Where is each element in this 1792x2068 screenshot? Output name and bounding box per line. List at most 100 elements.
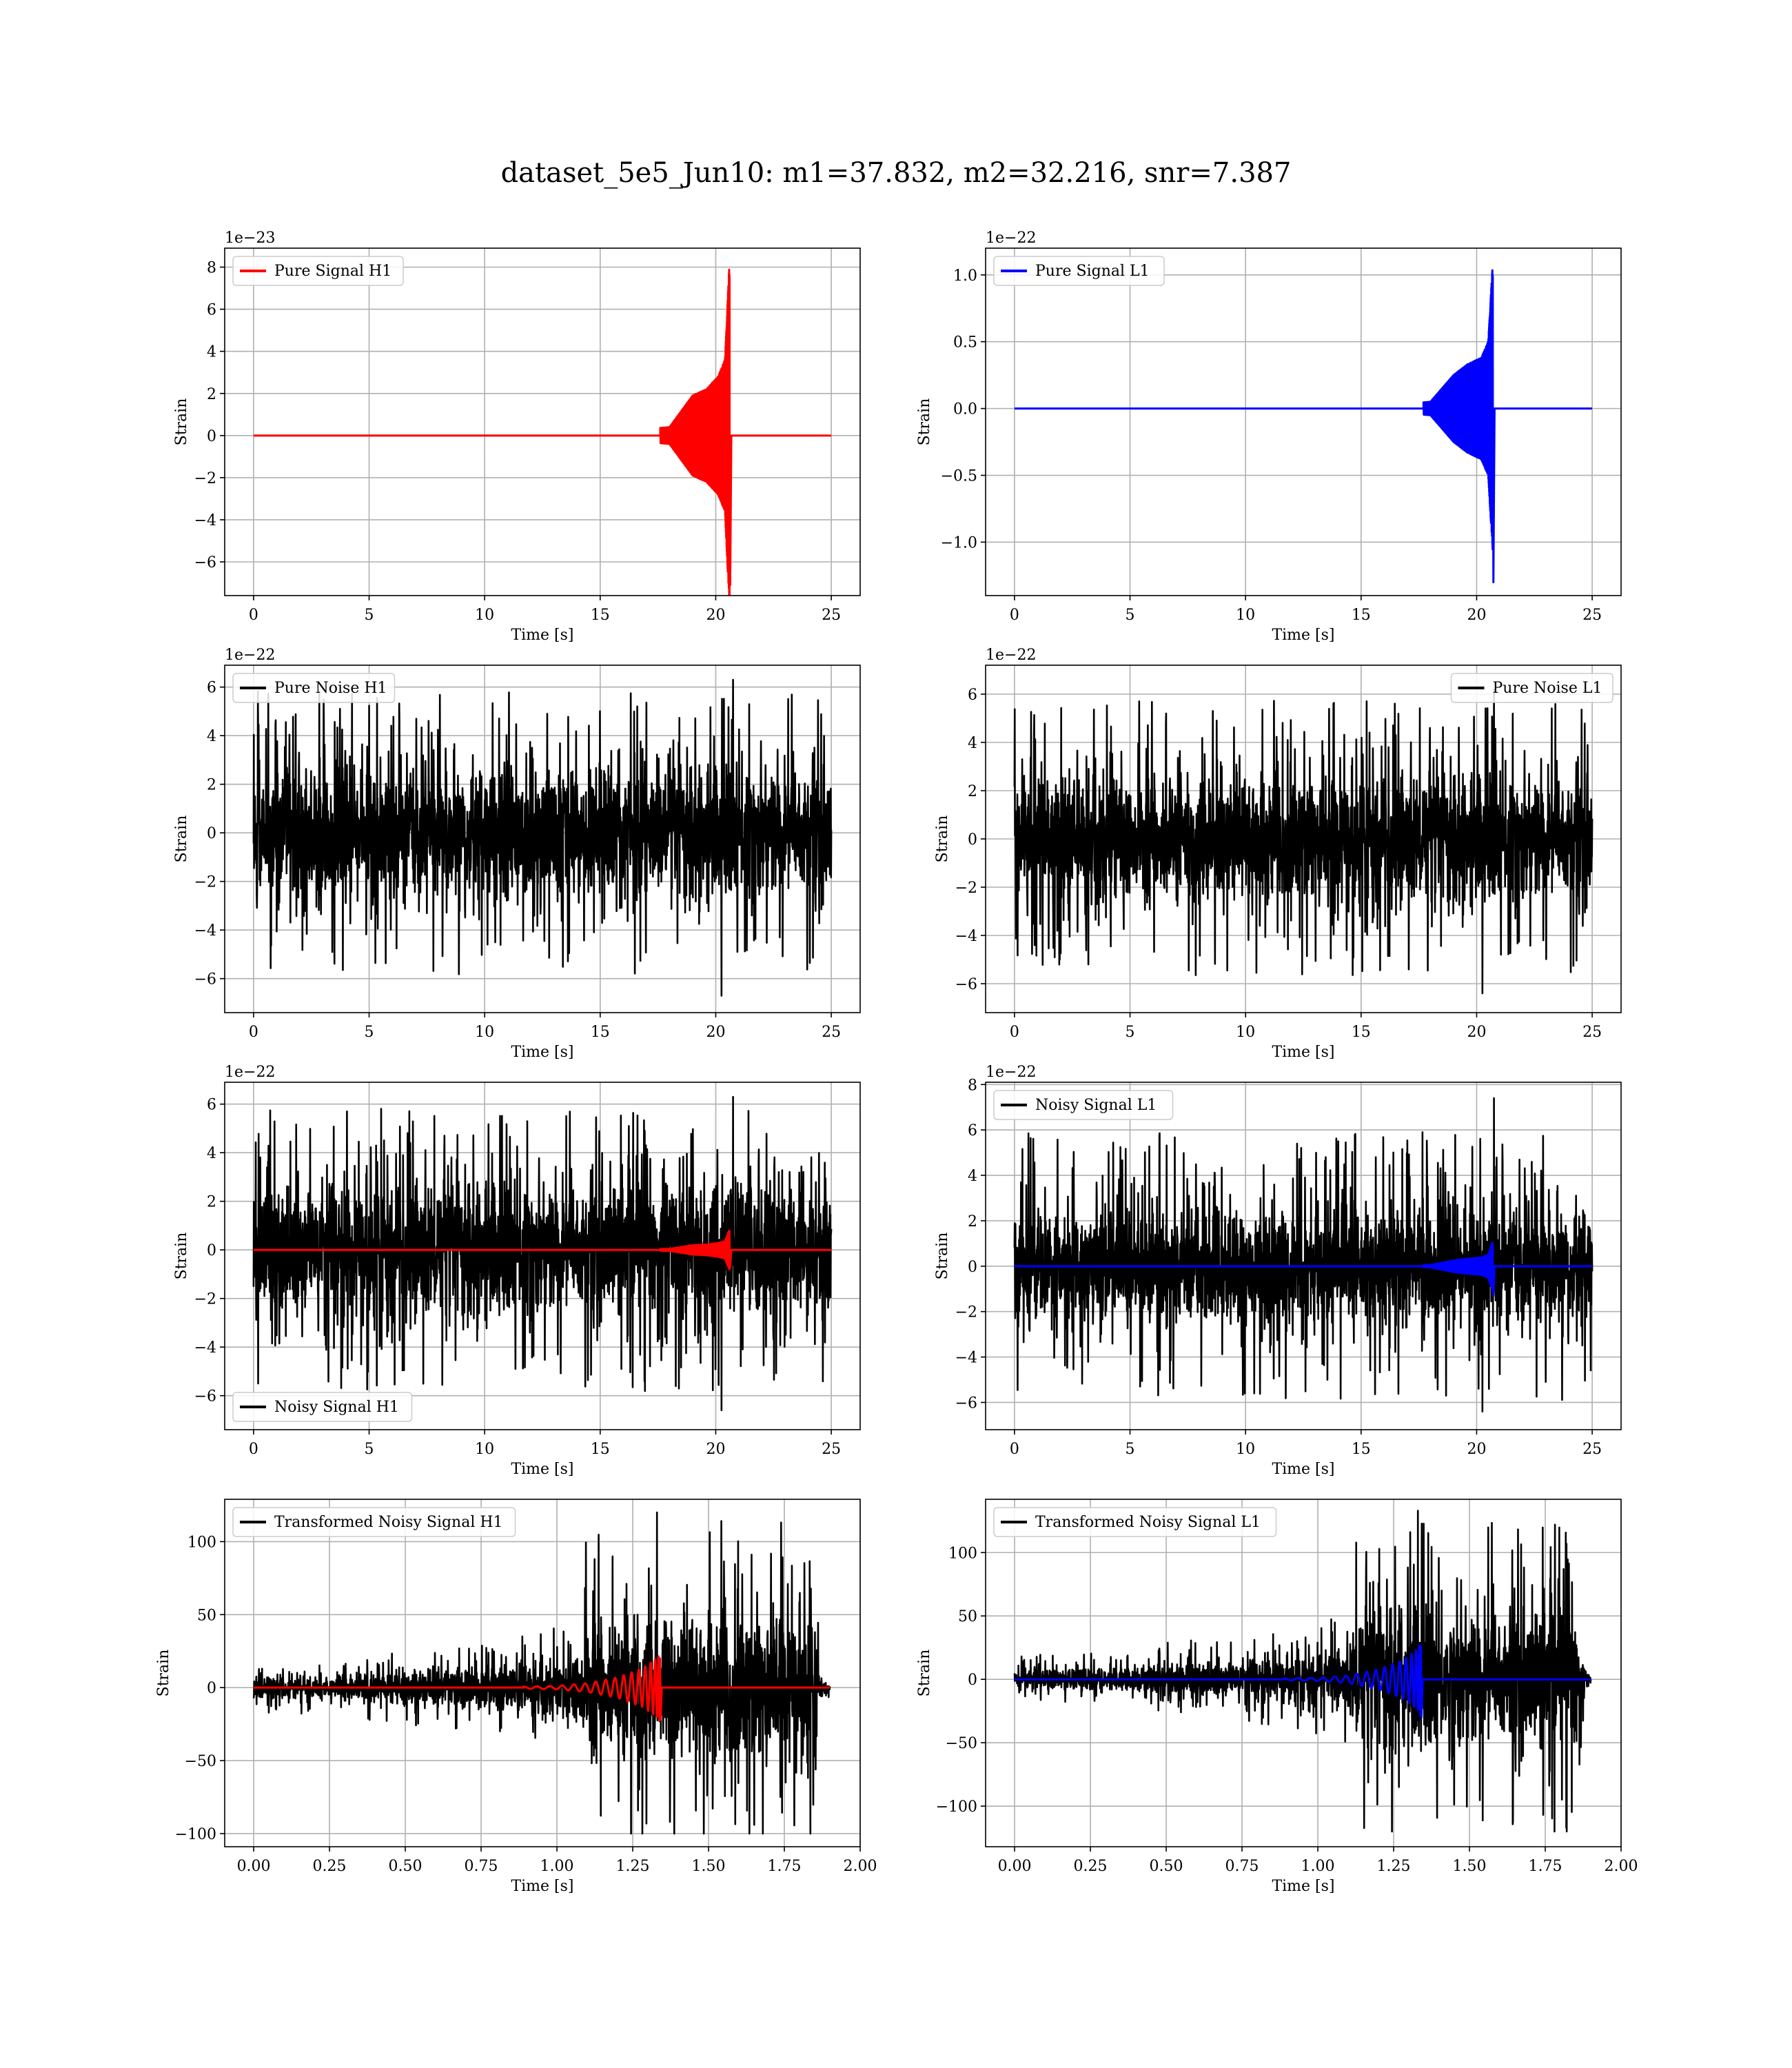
legend-label: Pure Signal L1 <box>1035 263 1150 280</box>
y-tick-label: −6 <box>194 1388 216 1406</box>
axes-frame <box>224 665 861 1013</box>
x-axis-label: Time [s] <box>1272 1878 1334 1895</box>
legend-box <box>232 1507 516 1537</box>
y-tick-label: −50 <box>946 1735 977 1752</box>
x-tick-label: 1.25 <box>616 1858 650 1875</box>
x-tick-label: 25 <box>822 1024 841 1041</box>
y-tick-label: 6 <box>968 687 977 704</box>
y-tick-label: 0 <box>207 1242 216 1259</box>
series-group <box>1013 1510 1592 1833</box>
legend: Pure Signal L1 <box>993 256 1165 286</box>
x-tick-label: 1.25 <box>1377 1858 1411 1875</box>
x-tick-label: 25 <box>822 1441 841 1458</box>
x-tick-label: 15 <box>1352 1441 1371 1458</box>
y-tick-label: −0.5 <box>941 468 977 485</box>
x-tick-label: 0 <box>249 1024 258 1041</box>
y-axis-label: Strain <box>934 815 951 863</box>
x-tick-label: 0.00 <box>998 1858 1032 1875</box>
y-tick-label: 4 <box>207 1145 216 1162</box>
x-axis-label: Time [s] <box>511 1878 573 1895</box>
series-line <box>1014 1241 1593 1297</box>
axes-frame <box>224 247 861 596</box>
y-axis-label: Strain <box>916 1650 933 1697</box>
series-group <box>252 1095 833 1412</box>
x-tick-label: 1.00 <box>540 1858 574 1875</box>
y-tick-label: 8 <box>207 259 216 276</box>
x-tick-label: 0.00 <box>237 1858 271 1875</box>
y-axis-label: Strain <box>934 1233 951 1280</box>
x-tick-label: 25 <box>1582 607 1602 624</box>
legend-box <box>993 1507 1277 1537</box>
legend: Noisy Signal H1 <box>232 1392 413 1422</box>
y-tick-label: −1.0 <box>941 534 977 551</box>
axes-frame <box>985 1499 1622 1847</box>
y-tick-label: 0.0 <box>953 401 977 418</box>
axes-frame <box>985 247 1622 596</box>
x-tick-label: 0 <box>1010 607 1019 624</box>
y-tick-label: −2 <box>194 470 216 487</box>
y-tick-label: 0.5 <box>953 334 977 352</box>
series-group <box>1014 269 1593 584</box>
y-tick-label: 0 <box>207 428 216 445</box>
x-tick-label: 15 <box>591 607 610 624</box>
series-group <box>1013 688 1594 995</box>
legend: Pure Noise H1 <box>232 673 396 703</box>
x-tick-label: 0.50 <box>1150 1858 1183 1875</box>
x-tick-label: 25 <box>1582 1441 1602 1458</box>
legend: Transformed Noisy Signal L1 <box>993 1507 1277 1537</box>
subplot-pure-noise-h1: 0 5 10 15 20 25 −6 −4 −2 0 2 4 6 Time [s] Strain 1e−22 P… <box>173 647 861 1061</box>
legend-label: Transformed Noisy Signal H1 <box>274 1514 503 1531</box>
offset-text: 1e−23 <box>225 230 275 247</box>
legend: Pure Signal H1 <box>232 256 404 286</box>
x-tick-label: 15 <box>1352 607 1371 624</box>
x-tick-label: 0.75 <box>465 1858 498 1875</box>
x-tick-label: 10 <box>1236 1441 1255 1458</box>
y-axis-label: Strain <box>916 398 933 446</box>
series-line <box>1014 269 1593 584</box>
x-tick-label: 5 <box>365 607 374 624</box>
x-tick-label: 25 <box>1582 1024 1602 1041</box>
legend-label: Pure Noise L1 <box>1493 680 1602 697</box>
legend-label: Noisy Signal L1 <box>1035 1097 1157 1114</box>
y-tick-label: 4 <box>968 1168 977 1185</box>
x-tick-label: 15 <box>591 1441 610 1458</box>
x-tick-label: 20 <box>1467 1441 1486 1458</box>
series-line <box>252 678 833 997</box>
y-tick-label: −100 <box>175 1826 216 1843</box>
axes-frame <box>224 1082 861 1430</box>
y-tick-label: 6 <box>968 1122 977 1139</box>
x-tick-label: 15 <box>1352 1024 1371 1041</box>
legend: Transformed Noisy Signal H1 <box>232 1507 516 1537</box>
x-tick-label: 0.25 <box>313 1858 347 1875</box>
x-tick-label: 10 <box>475 1441 494 1458</box>
y-tick-label: 2 <box>207 777 216 794</box>
subplot-transformed-noisy-signal-l1: 0.00 0.25 0.50 0.75 1.00 1.25 1.50 1.75 2.00 −100… <box>916 1499 1638 1895</box>
legend-box <box>232 673 396 703</box>
legend-box <box>1450 673 1613 703</box>
y-tick-label: −6 <box>194 971 216 989</box>
x-tick-label: 20 <box>706 1024 725 1041</box>
legend: Noisy Signal L1 <box>993 1090 1174 1120</box>
y-tick-label: 4 <box>968 735 977 752</box>
y-axis-label: Strain <box>173 1233 190 1280</box>
x-tick-label: 20 <box>1467 1024 1486 1041</box>
legend-label: Transformed Noisy Signal L1 <box>1035 1514 1261 1531</box>
legend-box <box>993 1090 1174 1120</box>
y-axis-label: Strain <box>173 815 190 863</box>
subplot-transformed-noisy-signal-h1: 0.00 0.25 0.50 0.75 1.00 1.25 1.50 1.75 2.00 −100… <box>155 1499 877 1895</box>
x-tick-label: 10 <box>1236 1024 1255 1041</box>
offset-text: 1e−22 <box>986 1064 1036 1081</box>
legend: Pure Noise L1 <box>1450 673 1613 703</box>
subplot-noisy-signal-l1: 0 5 10 15 20 25 −6 −4 −2 0 2 4 6 8 Time [s] Strain 1e−22… <box>934 1064 1622 1478</box>
x-tick-label: 25 <box>822 607 841 624</box>
y-tick-label: 4 <box>207 344 216 361</box>
y-tick-label: 6 <box>207 302 216 319</box>
y-tick-label: −2 <box>955 880 977 897</box>
y-tick-label: −4 <box>194 1339 216 1357</box>
x-tick-label: 5 <box>365 1441 374 1458</box>
x-tick-label: 5 <box>1126 607 1135 624</box>
series-line <box>1013 688 1594 995</box>
x-axis-label: Time [s] <box>511 627 573 644</box>
series-group <box>252 1511 831 1835</box>
x-tick-label: 1.00 <box>1301 1858 1335 1875</box>
